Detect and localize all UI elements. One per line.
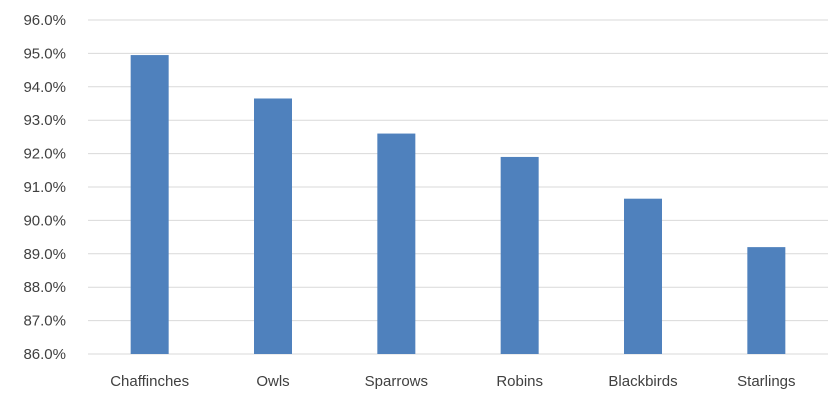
bar-owls [254, 98, 292, 355]
y-tick-label: 87.0% [23, 313, 66, 330]
x-category-label: Sparrows [365, 373, 428, 390]
x-category-label: Chaffinches [110, 373, 189, 390]
bar-starlings [747, 247, 786, 354]
x-category-label: Owls [256, 373, 289, 390]
y-tick-label: 91.0% [23, 179, 66, 196]
y-tick-label: 92.0% [23, 146, 66, 163]
y-tick-label: 93.0% [23, 112, 66, 129]
y-tick-label: 89.0% [23, 246, 66, 263]
x-axis-category-labels: Chaffinches Owls Sparrows Robins Blackbirds S… [110, 373, 795, 390]
x-category-label: Blackbirds [608, 373, 677, 390]
y-tick-label: 88.0% [23, 279, 66, 296]
bar-blackbirds [624, 198, 662, 354]
bars [130, 55, 786, 355]
bar-robins [500, 156, 539, 354]
y-tick-label: 86.0% [23, 346, 66, 363]
y-axis-tick-labels: 86.0% 87.0% 88.0% 89.0% 90.0% 91.0% 92.0% 93.0%… [23, 12, 66, 363]
bar-chaffinches [130, 55, 169, 354]
y-tick-label: 95.0% [23, 45, 66, 62]
bar-sparrows [377, 133, 416, 354]
x-category-label: Robins [496, 373, 543, 390]
y-tick-label: 96.0% [23, 12, 66, 29]
gridlines [88, 19, 828, 355]
y-tick-label: 94.0% [23, 79, 66, 96]
y-tick-label: 90.0% [23, 212, 66, 229]
x-category-label: Starlings [737, 373, 795, 390]
